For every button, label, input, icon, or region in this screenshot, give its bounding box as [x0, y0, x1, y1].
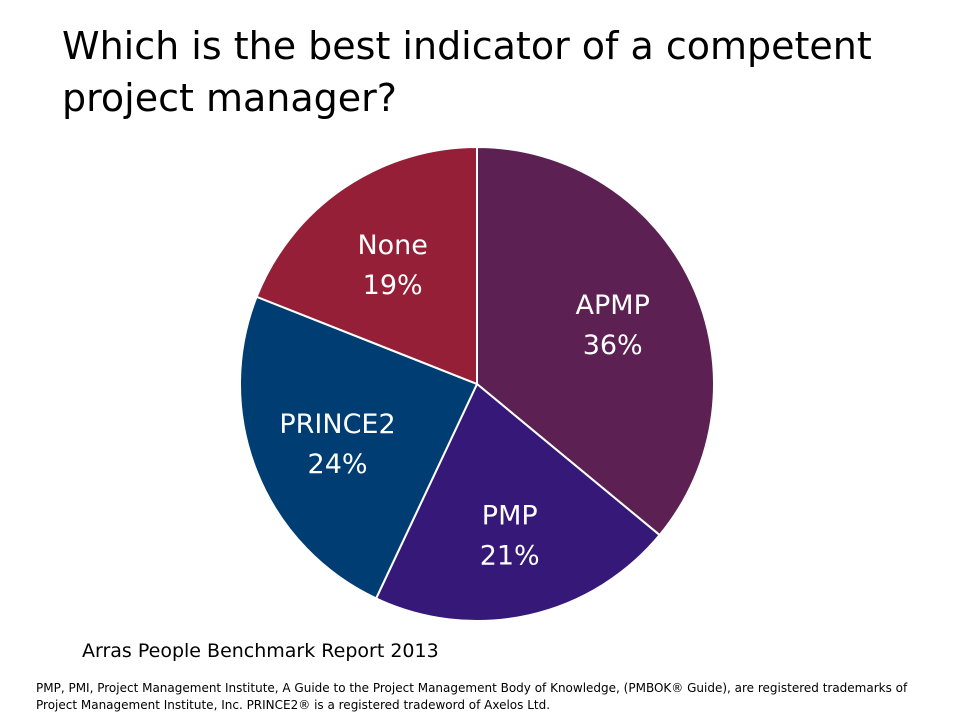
slice-name-label: PRINCE2 [279, 409, 395, 440]
slice-value-label: 21% [480, 540, 540, 571]
slice-value-label: 24% [308, 449, 368, 480]
pie-slice-prince2 [239, 295, 479, 600]
slice-name-label: None [357, 230, 427, 261]
pie-slice-pmp [374, 382, 662, 622]
source-text: Arras People Benchmark Report 2013 [82, 640, 439, 662]
trademark-footnote: PMP, PMI, Project Management Institute, … [36, 681, 908, 712]
slice-value-label: 36% [583, 330, 643, 361]
pie-slice-apmp [476, 145, 715, 537]
pie-slice-none [255, 145, 478, 386]
slice-name-label: APMP [576, 290, 650, 321]
slice-value-label: 19% [363, 270, 423, 301]
slide-title: Which is the best indicator of a compete… [62, 24, 872, 120]
slice-name-label: PMP [482, 500, 538, 531]
